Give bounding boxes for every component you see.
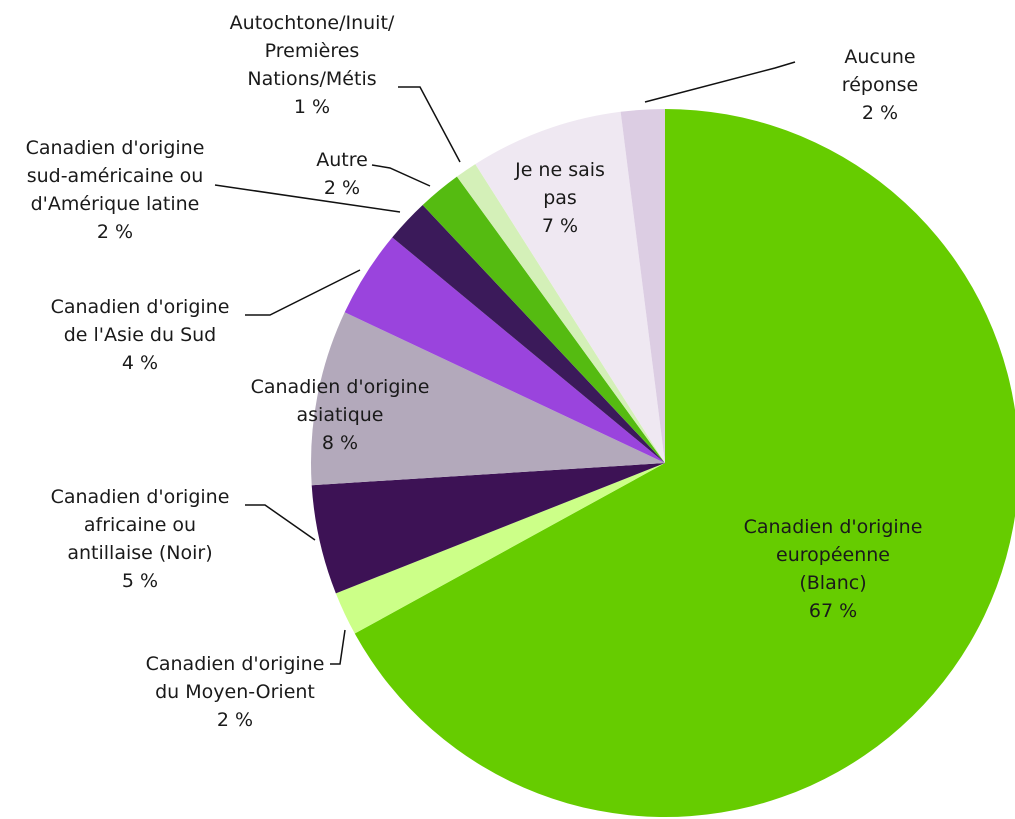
leader-line: [330, 629, 346, 665]
leader-line: [245, 504, 316, 541]
slice-label: Canadien d'origine sud-américaine ou d'A…: [26, 134, 205, 246]
slice-label: Aucune réponse 2 %: [813, 43, 948, 127]
slice-label: Canadien d'origine de l'Asie du Sud 4 %: [51, 293, 230, 377]
category-label: Je ne sais pas: [515, 159, 605, 209]
value-label: 2 %: [96, 221, 134, 243]
category-label: Canadien d'origine européenne (Blanc): [743, 516, 923, 594]
leader-line: [245, 269, 361, 316]
leader-line: [644, 61, 796, 103]
pie-slice: [354, 109, 1015, 817]
category-label: Autochtone/Inuit/ Premières Nations/Méti…: [229, 12, 395, 90]
category-label: Canadien d'origine de l'Asie du Sud: [50, 296, 230, 346]
category-label: Canadien d'origine du Moyen-Orient: [145, 653, 325, 703]
slice-label: Canadien d'origine asiatique 8 %: [251, 373, 430, 457]
pie-slice: [475, 111, 665, 464]
value-label: 67 %: [808, 600, 858, 622]
pie-slice: [310, 312, 665, 486]
value-label: 2 %: [323, 177, 361, 199]
leader-line: [214, 184, 401, 213]
value-label: 4 %: [121, 352, 159, 374]
value-label: 2 %: [216, 709, 254, 731]
pie-slice: [422, 176, 665, 464]
slice-label: Je ne sais pas 7 %: [515, 156, 605, 240]
pie-slice: [344, 237, 665, 463]
slice-label: Canadien d'origine du Moyen-Orient 2 %: [146, 650, 325, 734]
category-label: Canadien d'origine asiatique: [250, 376, 430, 426]
category-label: Canadien d'origine sud-américaine ou d'A…: [25, 137, 205, 215]
pie-slice: [311, 463, 665, 594]
category-label: Canadien d'origine africaine ou antillai…: [50, 486, 230, 564]
pie-slice: [456, 164, 665, 463]
value-label: 1 %: [293, 96, 331, 118]
value-label: 8 %: [321, 432, 359, 454]
slice-label: Canadien d'origine africaine ou antillai…: [51, 483, 230, 595]
pie-slice: [392, 204, 665, 463]
value-label: 2 %: [861, 102, 899, 124]
category-label: Aucune réponse: [841, 46, 919, 96]
slice-label: Canadien d'origine européenne (Blanc) 67 …: [742, 513, 924, 625]
slice-label: Autre 2 %: [316, 146, 368, 202]
leader-line: [371, 164, 431, 187]
value-label: 7 %: [541, 215, 579, 237]
pie-slice: [620, 109, 665, 463]
slice-label: Autochtone/Inuit/ Premières Nations/Méti…: [230, 9, 395, 121]
category-label: Autre: [316, 149, 368, 171]
leader-line: [398, 86, 461, 163]
value-label: 5 %: [121, 570, 159, 592]
pie-slice: [335, 463, 665, 634]
